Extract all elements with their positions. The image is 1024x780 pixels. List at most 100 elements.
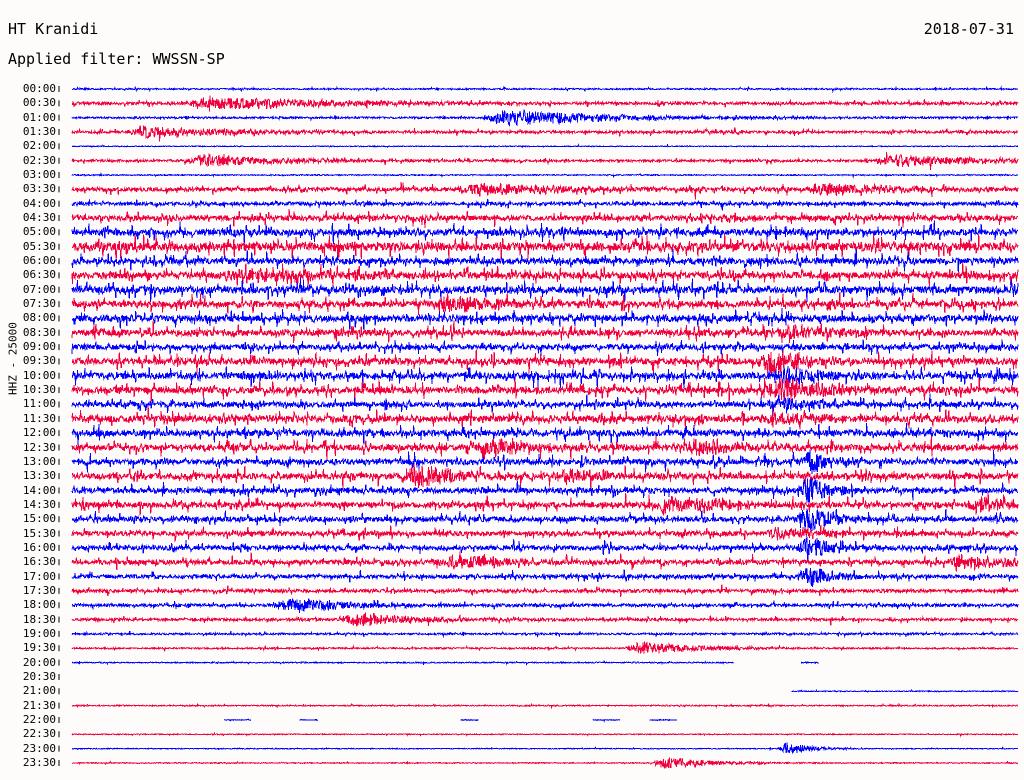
row-time-label: 21:30	[22, 698, 56, 712]
row-time-label: 10:30	[22, 383, 56, 397]
trace-line	[71, 756, 1019, 769]
trace-line	[791, 688, 1019, 693]
row-time-label: 09:00	[22, 340, 56, 354]
trace-line	[71, 234, 1019, 259]
row-time-label: 06:30	[22, 268, 56, 282]
trace-line	[71, 492, 1019, 516]
trace-line	[71, 422, 1019, 446]
row-time-label: 11:00	[22, 397, 56, 411]
row-time-label: 12:00	[22, 426, 56, 440]
page-title: HT Kranidi	[8, 20, 99, 38]
trace-line	[71, 660, 819, 667]
row-time-label: 19:30	[22, 641, 56, 655]
row-time-label: 07:30	[22, 297, 56, 311]
trace-line	[71, 365, 1019, 388]
trace-line	[71, 630, 1019, 639]
row-time-label: 17:00	[22, 569, 56, 583]
row-time-label: 15:00	[22, 512, 56, 526]
trace-line	[71, 567, 1019, 587]
trace-line	[72, 702, 1019, 710]
trace-line	[71, 151, 1019, 171]
trace-line	[71, 208, 1019, 228]
row-time-label: 23:00	[22, 741, 56, 755]
trace-line	[71, 95, 1019, 112]
trace-line	[71, 291, 1019, 316]
trace-line	[71, 449, 1019, 474]
row-time-label: 20:00	[22, 655, 56, 669]
row-time-label: 08:30	[22, 325, 56, 339]
applied-filter-label: Applied filter: WWSSN-SP	[8, 50, 225, 68]
trace-line	[71, 478, 1019, 503]
trace-line	[71, 598, 1019, 613]
trace-line	[72, 742, 1019, 754]
row-time-label: 05:00	[22, 225, 56, 239]
trace-line	[71, 172, 1019, 179]
row-time-label: 21:00	[22, 684, 56, 698]
record-date: 2018-07-31	[923, 20, 1014, 38]
row-time-label: 01:00	[22, 110, 56, 124]
trace-line	[71, 349, 1018, 374]
trace-line	[71, 393, 1019, 417]
helicorder-traces	[58, 85, 1019, 769]
row-time-label: 05:30	[22, 239, 56, 253]
row-time-label: 04:30	[22, 211, 56, 225]
row-time-label: 10:00	[22, 368, 56, 382]
row-time-label: 16:00	[22, 540, 56, 554]
helicorder-plot: 00:00 00:30 01:00 01:30 02:00 02:30 03:00 03:30…	[0, 82, 1024, 772]
row-time-label: 19:00	[22, 626, 56, 640]
row-time-label: 20:30	[22, 669, 56, 683]
row-time-label: 15:30	[22, 526, 56, 540]
row-time-label: 03:00	[22, 168, 56, 182]
row-time-label: 23:30	[22, 755, 56, 769]
row-time-label: 02:30	[22, 153, 56, 167]
trace-line	[71, 406, 1019, 430]
trace-line	[71, 339, 1019, 357]
row-time-label: 12:30	[22, 440, 56, 454]
trace-line	[71, 143, 1019, 149]
row-time-label: 14:00	[22, 483, 56, 497]
row-time-label: 13:00	[22, 454, 56, 468]
trace-line	[71, 308, 1019, 330]
row-time-label: 18:00	[22, 598, 56, 612]
trace-line	[71, 198, 1019, 211]
trace-line	[71, 320, 1019, 343]
row-time-label: 00:00	[22, 82, 56, 95]
trace-line	[71, 377, 1019, 403]
trace-line	[71, 731, 1019, 738]
trace-line	[71, 612, 1019, 627]
row-time-label: 08:00	[22, 311, 56, 325]
trace-line	[223, 718, 678, 723]
trace-line	[72, 463, 1019, 489]
row-time-label: 04:00	[22, 196, 56, 210]
row-time-label: 14:30	[22, 497, 56, 511]
trace-line	[71, 125, 1019, 142]
trace-line	[71, 248, 1019, 273]
trace-line	[71, 640, 1019, 654]
row-time-label: 02:00	[22, 139, 56, 153]
trace-line	[71, 435, 1019, 460]
trace-line	[71, 108, 1019, 127]
row-time-label: 01:30	[22, 125, 56, 139]
row-time-label: 07:00	[22, 282, 56, 296]
row-time-label: 16:30	[22, 555, 56, 569]
trace-line	[71, 584, 1019, 597]
trace-line	[71, 85, 1019, 93]
trace-line	[71, 537, 1019, 561]
row-time-label: 03:30	[22, 182, 56, 196]
row-time-label: 22:00	[22, 712, 56, 726]
trace-line	[71, 263, 1019, 288]
trace-line	[71, 524, 1019, 542]
trace-line	[71, 181, 1019, 200]
trace-line	[71, 551, 1019, 572]
trace-line	[71, 277, 1019, 302]
row-time-label: 18:30	[22, 612, 56, 626]
trace-line	[72, 508, 1019, 531]
row-time-label: 13:30	[22, 469, 56, 483]
row-time-label: 06:00	[22, 254, 56, 268]
row-time-label: 22:30	[22, 727, 56, 741]
row-time-label: 09:30	[22, 354, 56, 368]
row-time-label: 11:30	[22, 411, 56, 425]
trace-line	[71, 220, 1019, 245]
row-time-label: 17:30	[22, 583, 56, 597]
